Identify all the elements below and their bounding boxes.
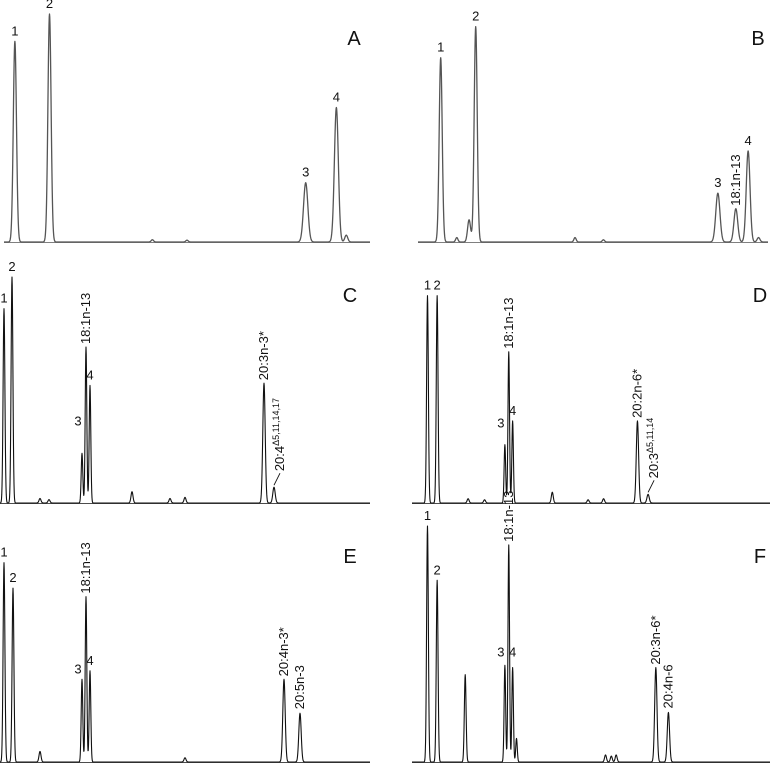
peak-label-1: 1	[424, 508, 431, 523]
peak-label-3: 3	[497, 416, 504, 431]
peak-label-1: 1	[437, 40, 444, 55]
peak-label-2: 2	[9, 570, 16, 585]
peak-label-3: 3	[74, 414, 81, 429]
compound-annotation-text: 18:1n-13	[501, 297, 516, 348]
panel-letter: D	[753, 285, 767, 307]
peak-label-3: 3	[497, 645, 504, 660]
trace-line-d	[411, 295, 771, 504]
compound-annotation-text: 20:2n-6*	[629, 369, 644, 418]
peak-label-3: 3	[302, 165, 309, 180]
annotation-leader-line	[647, 480, 655, 493]
peak-label-2: 2	[46, 0, 53, 11]
peak-label-1: 1	[0, 545, 7, 560]
panel-letter: C	[343, 285, 357, 307]
peak-label-2: 2	[472, 9, 479, 24]
compound-annotation: 20:4Δ5,11,14,17	[271, 398, 287, 471]
peak-label-4: 4	[745, 133, 752, 148]
compound-annotation-text: 20:4n-3*	[276, 627, 291, 676]
compound-annotation: 18:1n-13	[78, 542, 93, 593]
trace-line-b	[417, 26, 769, 243]
peak-label-4: 4	[333, 89, 340, 104]
panel-letter: E	[343, 546, 356, 568]
peak-label-1: 1	[11, 23, 18, 38]
chromatogram-panel-c: C 1 2 3 4 18:1n-13 20:3n-3* 20:4Δ5,11,14,17	[0, 259, 371, 504]
trace-line-c	[0, 276, 371, 504]
trace-line-e	[0, 562, 371, 763]
compound-annotation-text: 20:4	[272, 446, 287, 471]
compound-annotation: 18:1n-13	[78, 293, 93, 344]
chromatogram-panel-b: B 1 2 3 418:1n-13	[417, 9, 769, 243]
compound-annotation-text: 18:1n-13	[501, 491, 516, 542]
compound-annotation: 20:5n-3	[292, 665, 307, 709]
compound-annotation: 20:3Δ5,11,14	[645, 418, 661, 479]
compound-annotation: 20:3n-6*	[648, 615, 663, 664]
compound-annotation-superscript: Δ5,11,14,17	[271, 398, 281, 446]
compound-annotation: 20:3n-3*	[256, 331, 271, 380]
compound-annotation-text: 20:4n-6	[660, 664, 675, 708]
trace-line-f	[411, 525, 771, 763]
compound-annotation-superscript: Δ5,11,14	[645, 418, 655, 453]
compound-annotation: 20:4n-3*	[276, 627, 291, 676]
peak-label-2: 2	[8, 259, 15, 274]
peak-label-2: 2	[434, 562, 441, 577]
peak-label-2: 2	[434, 278, 441, 293]
compound-annotation-text: 20:3	[646, 453, 661, 478]
panel-letter: B	[751, 28, 764, 50]
peak-label-4: 4	[509, 403, 516, 418]
compound-annotation-text: 20:3n-3*	[256, 331, 271, 380]
panel-letter: A	[347, 28, 361, 50]
compound-annotation: 18:1n-13	[501, 297, 516, 348]
panel-letter: F	[754, 546, 766, 568]
compound-annotation: 20:2n-6*	[629, 369, 644, 418]
chromatogram-panel-f: F 1 2 3 4 18:1n-13 20:3n-6*20:4n-6	[411, 491, 771, 763]
peak-label-4: 4	[509, 645, 516, 660]
compound-annotation: 18:1n-13	[501, 491, 516, 542]
peak-label-1: 1	[424, 278, 431, 293]
annotation-leader-line	[273, 472, 281, 486]
compound-annotation-text: 18:1n-13	[78, 542, 93, 593]
peak-label-4: 4	[86, 653, 93, 668]
compound-annotation-text: 20:5n-3	[292, 665, 307, 709]
chromatogram-panel-a: A 1 2 3 4	[3, 0, 371, 243]
compound-annotation-text: 18:1n-13	[78, 293, 93, 344]
peak-label-1: 1	[0, 291, 7, 306]
compound-annotation: 18:1n-13	[728, 154, 743, 205]
compound-annotation-text: 18:1n-13	[728, 154, 743, 205]
chromatogram-panel-e: E 12 34 18:1n-13 20:4n-3*20:5n-3	[0, 542, 371, 763]
peak-label-4: 4	[86, 367, 93, 382]
compound-annotation-text: 20:3n-6*	[648, 615, 663, 664]
trace-line-a	[3, 13, 371, 243]
peak-label-3: 3	[714, 175, 721, 190]
compound-annotation: 20:4n-6	[660, 664, 675, 708]
peak-label-3: 3	[74, 661, 81, 676]
